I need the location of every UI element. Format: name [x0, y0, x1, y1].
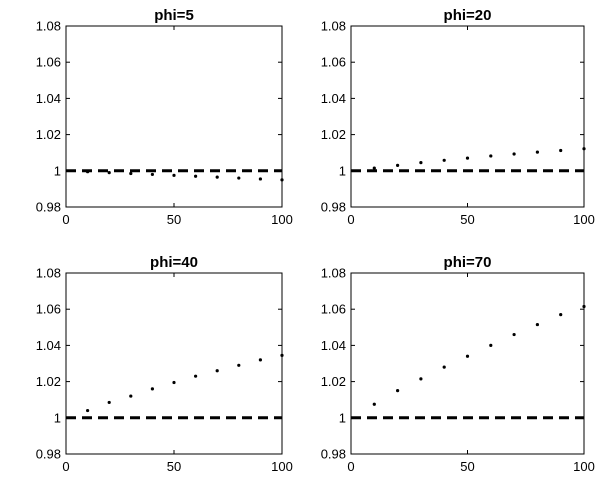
y-tick-label: 1.08 — [321, 19, 346, 34]
y-tick-label: 0.98 — [321, 447, 346, 462]
y-tick-label: 1.06 — [36, 302, 61, 317]
data-point — [419, 161, 423, 165]
x-tick-label: 0 — [347, 459, 354, 474]
data-point — [107, 171, 111, 175]
data-point — [489, 343, 493, 347]
y-tick-label: 0.98 — [321, 200, 346, 215]
data-point — [107, 400, 111, 405]
x-tick-label: 100 — [573, 212, 595, 227]
data-point — [194, 374, 198, 378]
subplot-title: phi=70 — [444, 254, 492, 271]
data-point — [129, 394, 133, 398]
x-tick-label: 0 — [62, 459, 69, 474]
x-tick-label: 50 — [167, 459, 181, 474]
data-point — [129, 171, 133, 176]
data-point — [535, 322, 540, 327]
y-tick-label: 1 — [339, 410, 346, 425]
axes-frame — [350, 272, 585, 455]
y-tick-label: 1 — [339, 163, 346, 178]
y-tick-label: 1.04 — [321, 91, 346, 106]
y-tick-label: 1.02 — [321, 374, 346, 389]
data-point — [237, 176, 241, 180]
y-tick-label: 1.02 — [36, 374, 61, 389]
y-tick-label: 1.06 — [36, 55, 61, 70]
axes-frame — [65, 25, 283, 208]
subplot-title: phi=5 — [154, 7, 194, 24]
data-point — [372, 402, 376, 406]
x-tick-label: 50 — [460, 212, 474, 227]
x-tick-label: 100 — [573, 459, 595, 474]
data-point — [215, 369, 219, 373]
data-point — [258, 358, 262, 362]
data-point — [86, 408, 90, 413]
data-point — [582, 147, 586, 151]
data-point — [559, 313, 563, 317]
data-point — [512, 152, 516, 156]
axes-frame — [350, 25, 585, 208]
data-point — [172, 173, 176, 177]
data-point — [150, 387, 154, 391]
x-tick-label: 100 — [271, 212, 293, 227]
data-point — [396, 389, 400, 393]
data-point — [489, 154, 493, 158]
y-tick-label: 0.98 — [36, 447, 61, 462]
x-tick-label: 50 — [167, 212, 181, 227]
data-point — [280, 353, 284, 357]
data-point — [512, 332, 516, 337]
data-point — [215, 175, 219, 179]
y-tick-label: 1 — [54, 163, 61, 178]
y-tick-label: 1.02 — [36, 127, 61, 142]
y-tick-label: 1.02 — [321, 127, 346, 142]
data-point — [194, 174, 198, 178]
data-point — [442, 365, 446, 369]
subplot-title: phi=40 — [150, 254, 198, 271]
data-point — [582, 304, 586, 309]
subplot-3: phi=40 0.98 1 1.02 1.04 1.06 1.08 0 50 100 — [36, 254, 293, 474]
data-point — [419, 377, 423, 381]
data-point — [442, 158, 446, 162]
x-tick-label: 0 — [347, 212, 354, 227]
y-tick-label: 1.06 — [321, 302, 346, 317]
x-tick-label: 100 — [271, 459, 293, 474]
subplot-4: phi=70 0.98 1 1.02 1.04 1.06 1.08 0 50 100 — [321, 254, 595, 474]
data-point — [280, 178, 284, 182]
data-point — [237, 363, 241, 367]
y-tick-label: 1.08 — [321, 266, 346, 281]
subplot-title: phi=20 — [444, 7, 492, 24]
subplot-1: phi=5 0.98 1 1.02 1.04 1.06 1.08 0 50 100 — [36, 7, 293, 227]
data-point — [465, 354, 470, 358]
x-tick-label: 0 — [62, 212, 69, 227]
y-tick-label: 1.08 — [36, 266, 61, 281]
data-point — [258, 177, 262, 181]
axes-frame — [65, 272, 283, 455]
data-point — [172, 380, 176, 385]
y-tick-label: 1.06 — [321, 55, 346, 70]
data-point — [150, 172, 154, 177]
y-tick-label: 1 — [54, 410, 61, 425]
data-point — [535, 150, 540, 154]
x-tick-label: 50 — [460, 459, 474, 474]
data-point — [86, 170, 90, 174]
data-point — [372, 166, 376, 170]
subplot-2: phi=20 0.98 1 1.02 1.04 1.06 1.08 0 50 100 — [321, 7, 595, 227]
y-tick-label: 0.98 — [36, 200, 61, 215]
data-point — [559, 148, 563, 153]
y-tick-label: 1.04 — [36, 91, 61, 106]
data-point — [396, 163, 400, 167]
y-tick-label: 1.04 — [321, 338, 346, 353]
y-tick-label: 1.08 — [36, 19, 61, 34]
data-point — [465, 156, 470, 160]
y-tick-label: 1.04 — [36, 338, 61, 353]
